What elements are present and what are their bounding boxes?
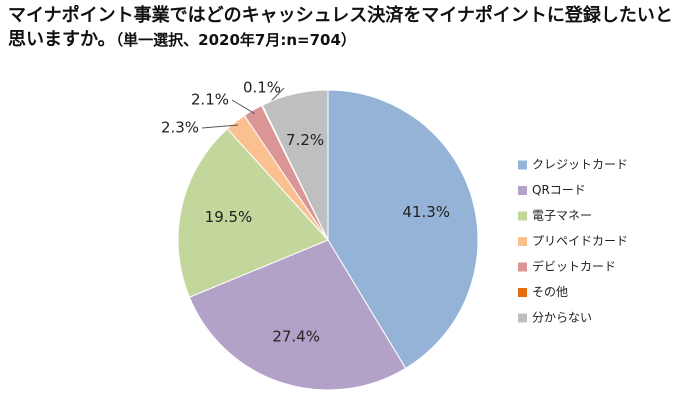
legend-label: 分からない — [532, 311, 592, 325]
pie-slice — [261, 89, 329, 241]
data-label: 0.1% — [243, 79, 281, 97]
legend-swatch — [518, 211, 527, 221]
data-label: 41.3% — [402, 203, 450, 221]
legend-swatch — [518, 186, 527, 195]
data-label: 7.2% — [286, 131, 324, 149]
legend-label: クレジットカード — [532, 158, 628, 172]
data-label: 2.1% — [191, 91, 229, 109]
legend-label: 電子マネー — [532, 209, 592, 223]
pie-slice — [327, 89, 479, 370]
data-label: 19.5% — [205, 208, 253, 226]
leader-line — [201, 124, 239, 129]
chart-subtitle: （単一選択、2020年7月:n=704） — [115, 31, 356, 49]
legend-label: QRコード — [532, 183, 586, 197]
legend-swatch — [518, 262, 527, 272]
legend-label: その他 — [532, 285, 568, 299]
legend-swatch — [518, 288, 527, 297]
leader-line — [231, 99, 256, 115]
legend-label: デビットカード — [532, 259, 616, 274]
legend-swatch — [518, 237, 527, 246]
data-label: 2.3% — [161, 119, 199, 137]
header: マイナポイント事業ではどのキャッシュレス決済をマイナポイントに登録したいと思いま… — [8, 4, 688, 52]
legend-label: プリペイドカード — [532, 234, 628, 248]
chart-title: マイナポイント事業ではどのキャッシュレス決済をマイナポイントに登録したいと思いま… — [8, 5, 673, 50]
legend-swatch — [518, 160, 527, 170]
data-label: 27.4% — [272, 327, 320, 345]
legend-swatch — [518, 313, 527, 323]
pie-slice — [177, 128, 329, 298]
pie-slice — [188, 239, 407, 391]
